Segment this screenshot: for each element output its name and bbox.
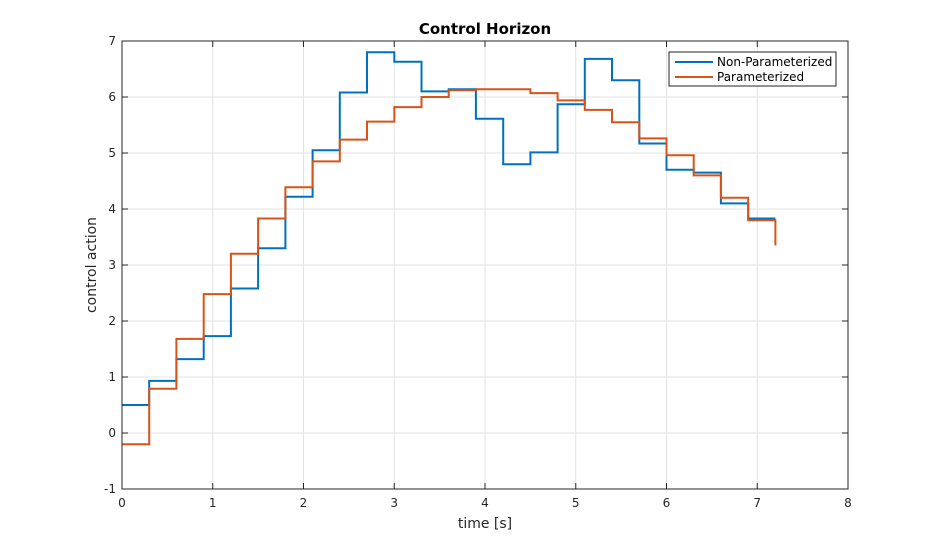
x-tick-label: 6: [663, 496, 671, 510]
x-tick-label: 1: [209, 496, 217, 510]
x-tick-label: 5: [572, 496, 580, 510]
x-tick-label: 3: [390, 496, 398, 510]
x-axis-label: time [s]: [458, 516, 512, 532]
y-tick-label: 1: [108, 370, 116, 384]
chart-title: Control Horizon: [419, 20, 551, 38]
legend-box: [668, 51, 837, 87]
grid: [121, 40, 849, 490]
y-tick-label: -1: [104, 482, 116, 496]
legend-label-parameterized: Parameterized: [717, 70, 804, 84]
y-tick-label: 4: [108, 202, 116, 216]
y-tick-label: 6: [108, 90, 116, 104]
x-tick-label: 8: [844, 496, 852, 510]
x-tick-label: 7: [753, 496, 761, 510]
series-group: [122, 51, 777, 446]
y-tick-label: 3: [108, 258, 116, 272]
x-tick-label: 2: [300, 496, 308, 510]
x-tick-label: 4: [481, 496, 489, 510]
legend: Non-Parameterized Parameterized: [668, 51, 837, 87]
legend-label-non-parameterized: Non-Parameterized: [717, 55, 832, 69]
y-tick-label: 7: [108, 34, 116, 48]
y-tick-label: 0: [108, 426, 116, 440]
y-tick-label: 2: [108, 314, 116, 328]
x-tick-label: 0: [118, 496, 126, 510]
y-axis-label: control action: [84, 217, 100, 313]
series-line-parameterized: [122, 88, 777, 446]
y-tick-label: 5: [108, 146, 116, 160]
